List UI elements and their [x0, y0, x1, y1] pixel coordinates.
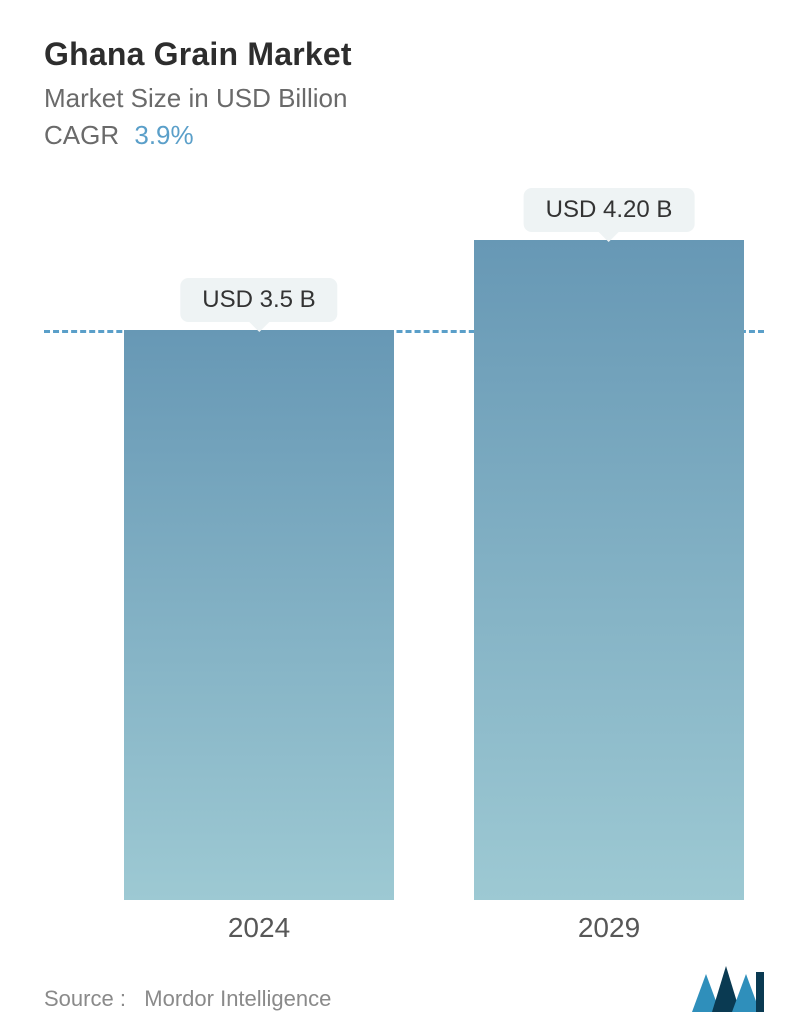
x-label-2024: 2024 [228, 912, 290, 944]
cagr-label: CAGR [44, 120, 119, 150]
source-prefix: Source : [44, 986, 126, 1011]
page-root: Ghana Grain Market Market Size in USD Bi… [0, 0, 796, 1034]
bar-2024-value-label: USD 3.5 B [180, 278, 337, 322]
source-text: Source : Mordor Intelligence [44, 986, 331, 1012]
cagr-row: CAGR 3.9% [44, 120, 764, 151]
page-title: Ghana Grain Market [44, 36, 764, 73]
bar-2024 [124, 330, 394, 900]
source-name: Mordor Intelligence [144, 986, 331, 1011]
cagr-value: 3.9% [134, 120, 193, 150]
bar-chart: USD 3.5 B USD 4.20 B [44, 200, 764, 900]
x-axis-labels: 2024 2029 [44, 912, 764, 952]
footer: Source : Mordor Intelligence [44, 966, 764, 1012]
x-label-2029: 2029 [578, 912, 640, 944]
bar-2029-value-label: USD 4.20 B [524, 188, 695, 232]
mordor-logo-icon [692, 966, 764, 1012]
bar-2029 [474, 240, 744, 900]
page-subtitle: Market Size in USD Billion [44, 83, 764, 114]
